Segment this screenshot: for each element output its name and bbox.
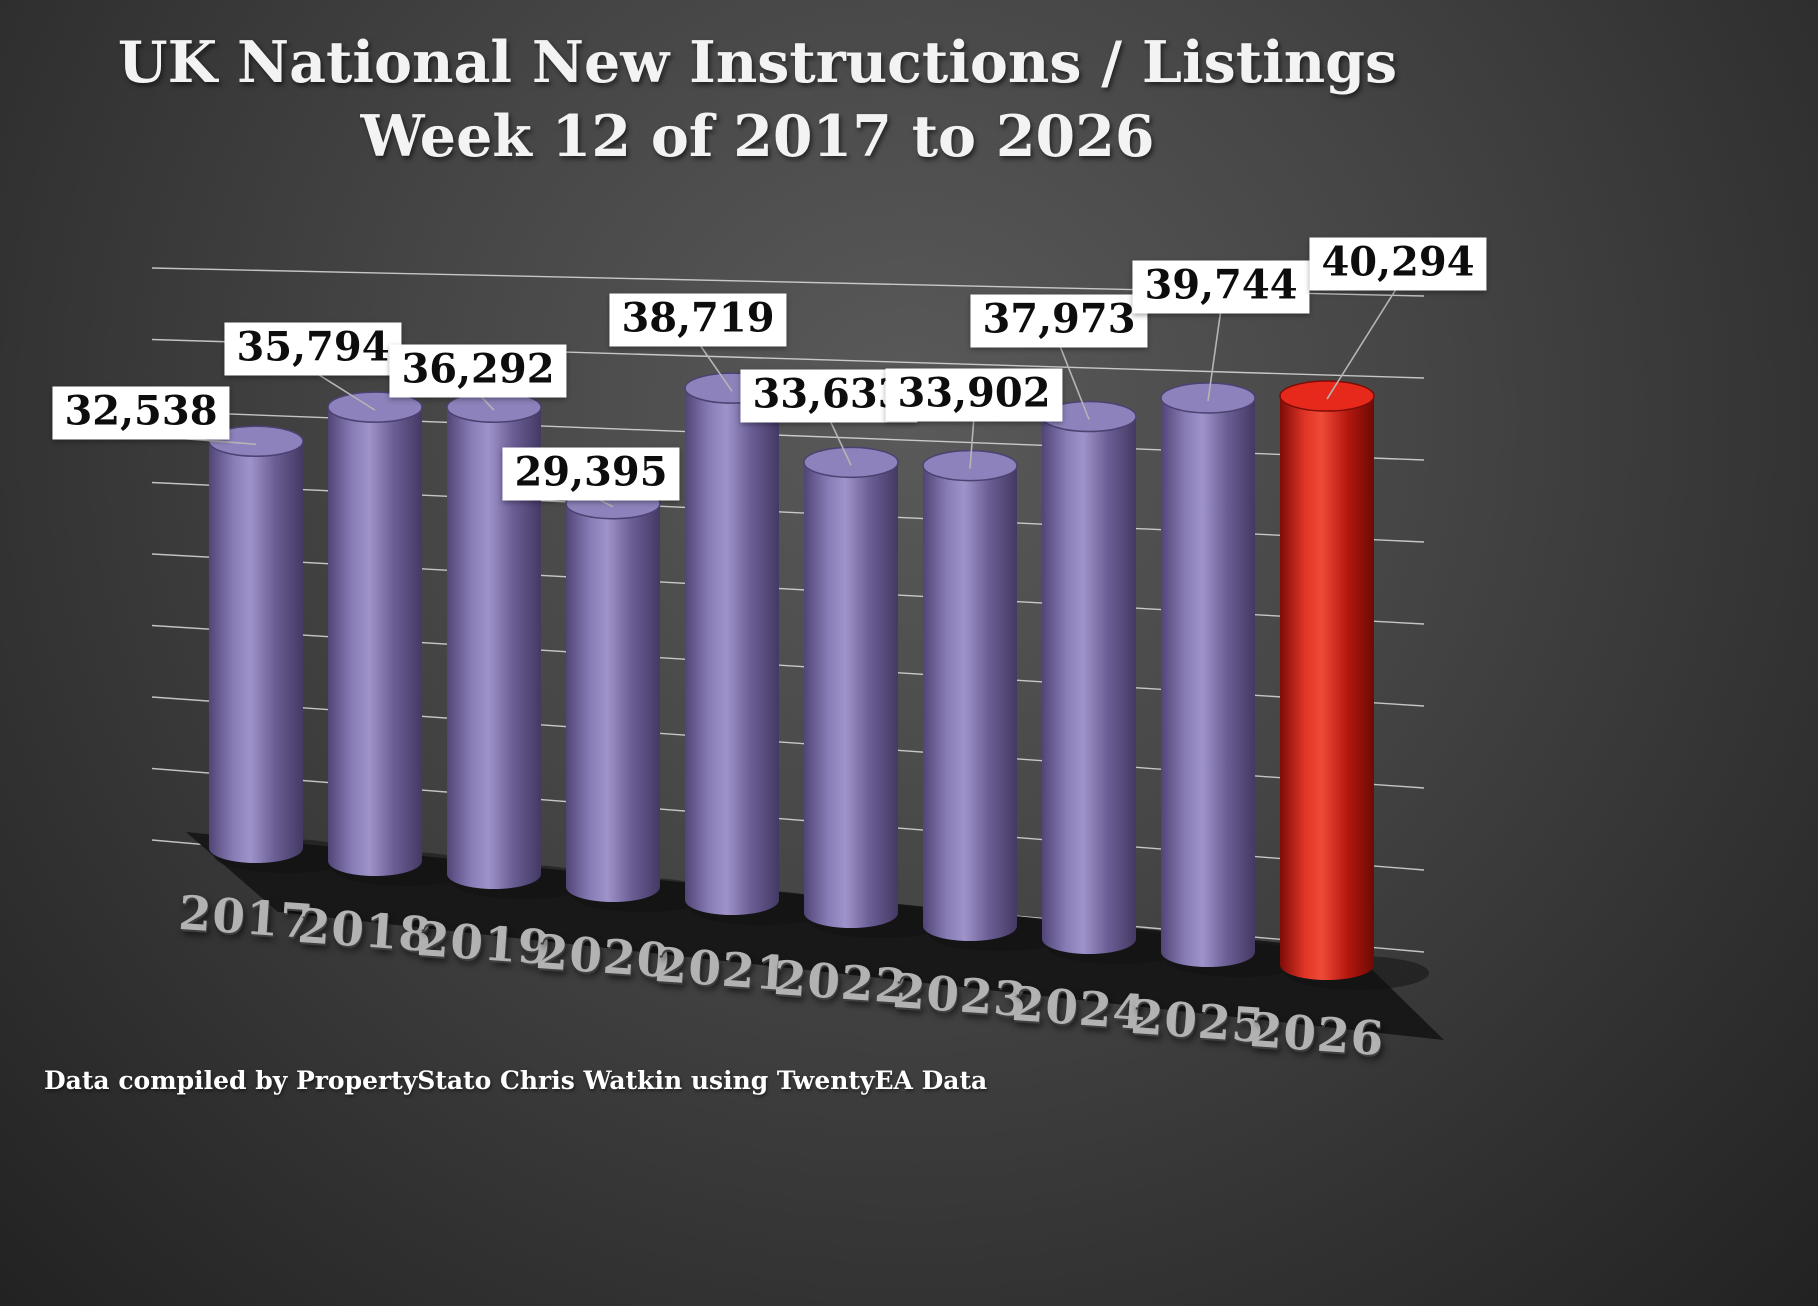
bar-top xyxy=(1279,380,1375,412)
bar-top xyxy=(446,391,542,424)
bar-body xyxy=(1280,396,1374,965)
bar-cylinder-2018 xyxy=(327,391,423,876)
bar-body xyxy=(209,441,303,848)
chart-title: UK National New Instructions / Listings … xyxy=(0,26,1515,174)
bar-body xyxy=(1161,397,1255,952)
bar-body xyxy=(1042,416,1136,939)
bar-cylinder-2019 xyxy=(446,391,542,889)
leader-line-2024 xyxy=(1058,343,1090,420)
leader-line-2026 xyxy=(1326,285,1399,400)
bar-top xyxy=(803,446,899,479)
leader-line-2025 xyxy=(1207,308,1222,402)
bar-body xyxy=(566,503,660,887)
bar-body xyxy=(685,388,779,900)
leader-line-2021 xyxy=(697,341,733,392)
data-credit: Data compiled by PropertyStato Chris Wat… xyxy=(44,1066,988,1095)
bar-cylinder-2022 xyxy=(803,446,899,928)
bar-cylinder-2026 xyxy=(1279,380,1375,980)
bar-cylinder-2023 xyxy=(922,449,1018,941)
gridline xyxy=(151,267,1425,297)
bar-cylinder-2025 xyxy=(1160,382,1256,967)
bar-top xyxy=(1041,400,1137,433)
leader-line-2023 xyxy=(969,416,975,469)
chart-title-line1: UK National New Instructions / Listings xyxy=(117,29,1398,96)
bar-body xyxy=(804,462,898,913)
bar-top xyxy=(565,487,661,520)
bar-cylinder-2024 xyxy=(1041,400,1137,954)
bar-cylinder-2021 xyxy=(684,372,780,915)
bar-body xyxy=(923,465,1017,926)
bar-cylinder-2020 xyxy=(565,487,661,902)
chart-title-line2: Week 12 of 2017 to 2026 xyxy=(360,103,1155,171)
leader-line-2018 xyxy=(312,370,376,411)
bar-top xyxy=(684,372,780,404)
bar-body xyxy=(328,407,422,861)
gridline xyxy=(151,338,1425,379)
leader-line-2022 xyxy=(828,417,852,466)
bar-cylinder-2017 xyxy=(208,425,304,863)
bar-body xyxy=(447,407,541,874)
bar-top xyxy=(327,391,423,423)
